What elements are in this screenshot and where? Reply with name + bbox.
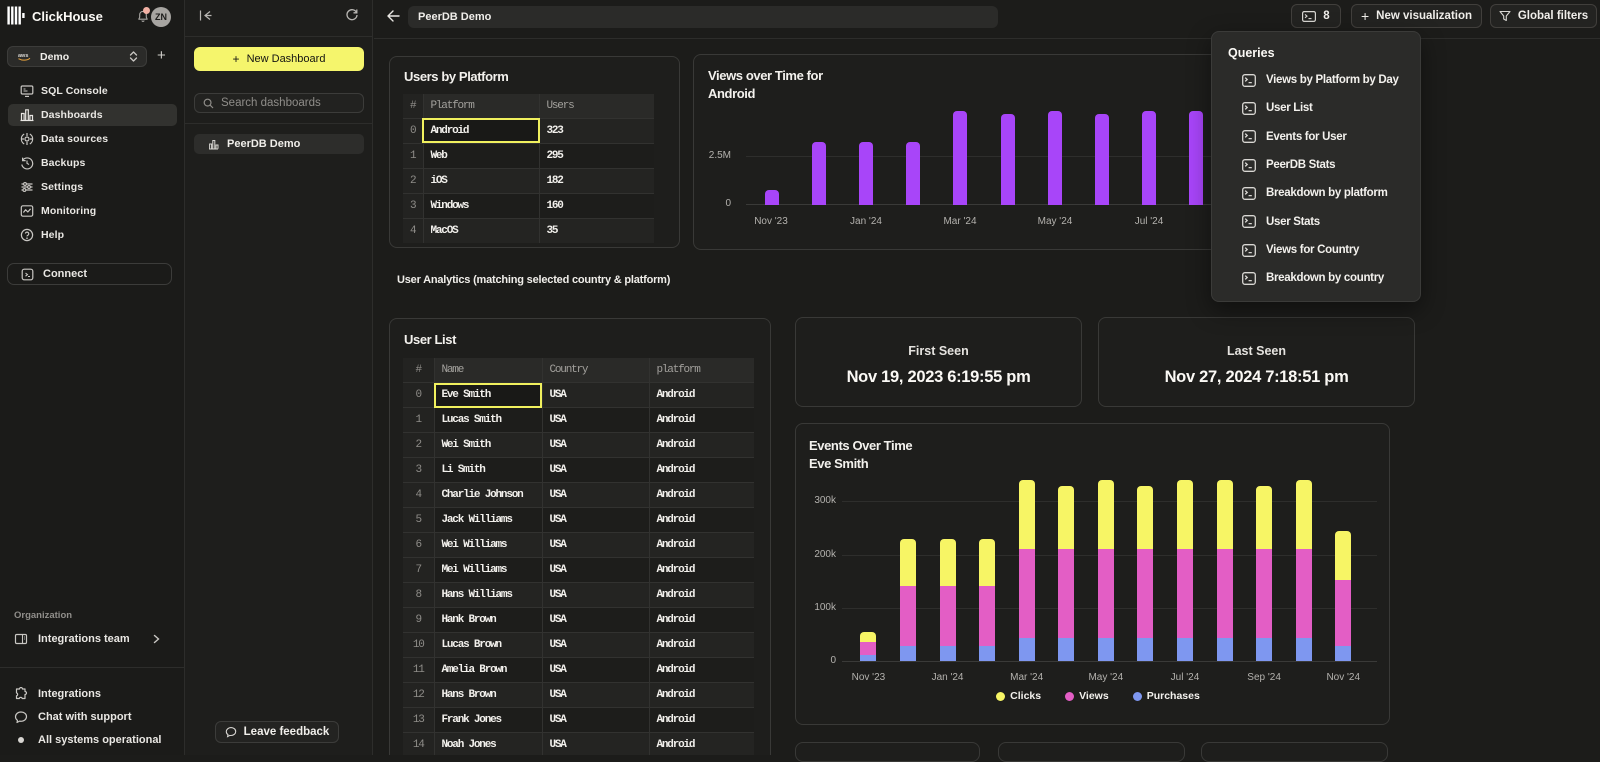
svg-text:aws: aws	[18, 53, 28, 59]
